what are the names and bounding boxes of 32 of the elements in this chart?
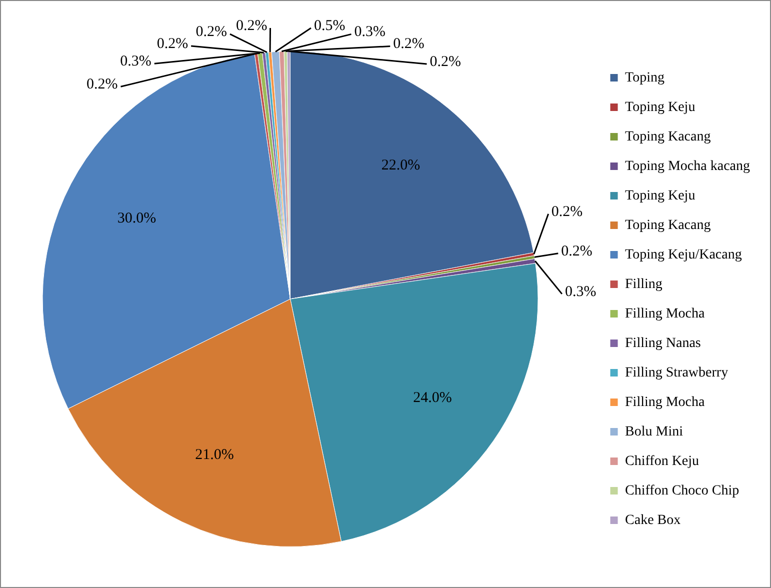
data-label: 0.2% — [196, 24, 227, 40]
data-label: 24.0% — [413, 390, 452, 406]
legend-label: Toping Keju — [625, 188, 696, 204]
legend-label: Filling Mocha — [625, 394, 706, 410]
legend-label: Filling Mocha — [625, 306, 706, 322]
legend-label: Chiffon Keju — [625, 454, 700, 469]
legend-label: Toping Keju — [625, 100, 696, 115]
legend-label: Cake Box — [625, 512, 681, 528]
data-label: 22.0% — [381, 157, 420, 174]
legend-label: Toping Keju/Kacang — [625, 247, 742, 262]
legend-label: Toping Kacang — [625, 218, 711, 233]
data-label: 0.3% — [120, 54, 152, 70]
data-label: 0.2% — [561, 243, 592, 260]
legend-label: Filling Strawberry — [625, 365, 728, 380]
data-label: 0.2% — [551, 204, 583, 220]
data-label: 0.3% — [354, 24, 386, 40]
legend-label: Bolu Mini — [625, 424, 684, 440]
data-label: 21.0% — [195, 446, 234, 463]
data-label: 0.3% — [564, 284, 596, 300]
data-label: 0.2% — [236, 18, 268, 34]
data-label: 0.2% — [156, 36, 188, 52]
data-label: 0.2% — [86, 76, 118, 93]
data-label: 30.0% — [117, 210, 156, 226]
legend-label: Toping Kacang — [625, 129, 711, 144]
legend-label: Filling — [625, 276, 662, 292]
data-label: 0.5% — [314, 18, 346, 34]
legend-label: Toping — [625, 70, 664, 86]
data-label: 0.2% — [393, 36, 424, 52]
legend-label: Toping Mocha kacang — [625, 158, 750, 174]
legend-label: Filling Nanas — [625, 336, 701, 351]
legend-label: Chiffon Choco Chip — [625, 483, 740, 498]
data-label: 0.2% — [430, 54, 462, 70]
